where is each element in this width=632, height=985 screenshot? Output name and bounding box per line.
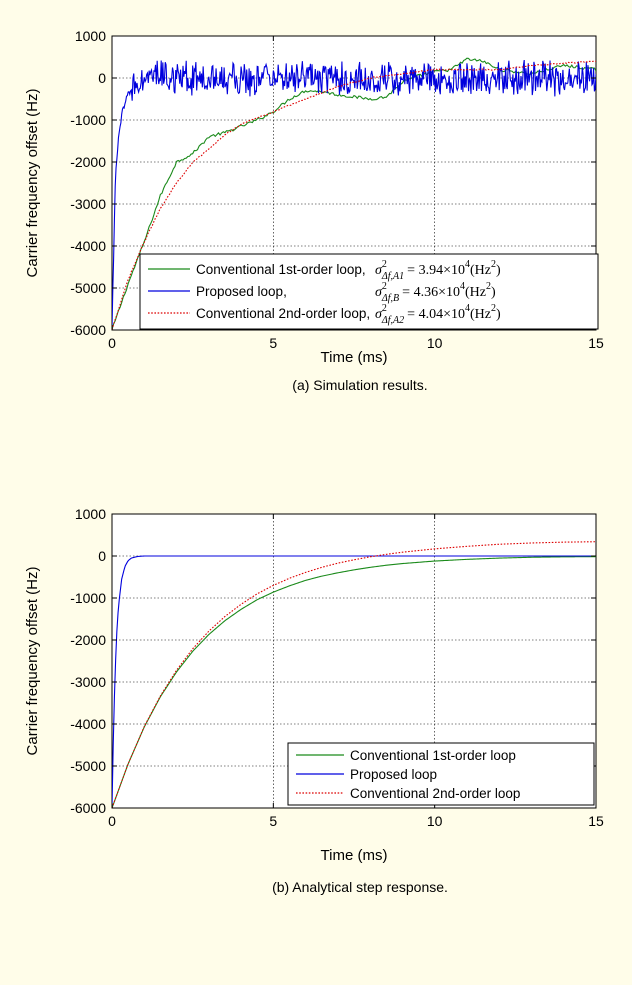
- legend-label: Conventional 1st-order loop: [350, 748, 516, 763]
- caption: (b) Analytical step response.: [272, 879, 448, 895]
- series-layer: [112, 541, 596, 808]
- y-tick-label: 1000: [75, 28, 106, 44]
- y-tick-label: -3000: [70, 196, 106, 212]
- x-axis-label: Time (ms): [321, 847, 388, 864]
- legend-variance: σ2 Δf,A1 = 3.94×104(Hz2): [375, 259, 501, 282]
- chart-panel-b: 0 5 10 15 1000 0 -1000 -2000 -3000 -4000 -5000 -600…: [24, 506, 604, 895]
- y-tick-label: -1000: [70, 112, 106, 128]
- y-tick-label: -5000: [70, 758, 106, 774]
- legend-box: [139, 253, 599, 330]
- y-tick-label: -4000: [70, 238, 106, 254]
- series-line-proposed-loop: [112, 59, 596, 329]
- legend-label: Proposed loop,: [196, 284, 287, 299]
- legend: Conventional 1st-order loop Proposed loop…: [287, 742, 595, 806]
- series-line-conventional-1st-order-loop: [112, 556, 596, 808]
- caption: (a) Simulation results.: [292, 377, 427, 393]
- legend-label: Conventional 2nd-order loop,: [196, 306, 370, 321]
- chart-panel-a: 0 5 10 15 1000 0 -1000 -2000 -3000 -4000 -5000 -600…: [24, 28, 604, 393]
- legend: Conventional 1st-order loop, σ2 Δf,A1 = 3.9…: [139, 253, 599, 330]
- legend-label: Conventional 1st-order loop,: [196, 262, 366, 277]
- y-tick-label: 0: [98, 70, 106, 86]
- y-tick-label: -5000: [70, 280, 106, 296]
- legend-variance: σ2 Δf,B = 4.36×104(Hz2): [375, 281, 496, 304]
- y-tick-label: -4000: [70, 716, 106, 732]
- legend-label: Conventional 2nd-order loop: [350, 786, 520, 801]
- y-axis-label: Carrier frequency offset (Hz): [24, 89, 41, 278]
- x-tick-label: 10: [427, 335, 443, 351]
- series-layer: [112, 57, 596, 330]
- x-tick-label: 15: [588, 813, 604, 829]
- x-tick-label: 5: [269, 335, 277, 351]
- series-line-proposed-loop: [112, 555, 596, 808]
- legend-variance: σ2 Δf,A2 = 4.04×104(Hz2): [375, 303, 501, 326]
- x-tick-label: 10: [427, 813, 443, 829]
- y-tick-label: -6000: [70, 800, 106, 816]
- legend-label: Proposed loop: [350, 767, 437, 782]
- x-tick-label: 5: [269, 813, 277, 829]
- x-tick-label: 0: [108, 813, 116, 829]
- y-tick-label: -2000: [70, 632, 106, 648]
- y-axis-label: Carrier frequency offset (Hz): [24, 567, 41, 756]
- y-tick-label: -1000: [70, 590, 106, 606]
- tick-labels: 0 5 10 15 1000 0 -1000 -2000 -3000 -4000 -5000 -600…: [70, 506, 604, 829]
- series-line-conventional-2nd-order-loop: [112, 541, 596, 808]
- y-tick-label: -3000: [70, 674, 106, 690]
- x-tick-label: 0: [108, 335, 116, 351]
- y-tick-label: 0: [98, 548, 106, 564]
- x-tick-label: 15: [588, 335, 604, 351]
- y-tick-label: 1000: [75, 506, 106, 522]
- y-tick-label: -6000: [70, 322, 106, 338]
- y-tick-label: -2000: [70, 154, 106, 170]
- x-axis-label: Time (ms): [321, 349, 388, 366]
